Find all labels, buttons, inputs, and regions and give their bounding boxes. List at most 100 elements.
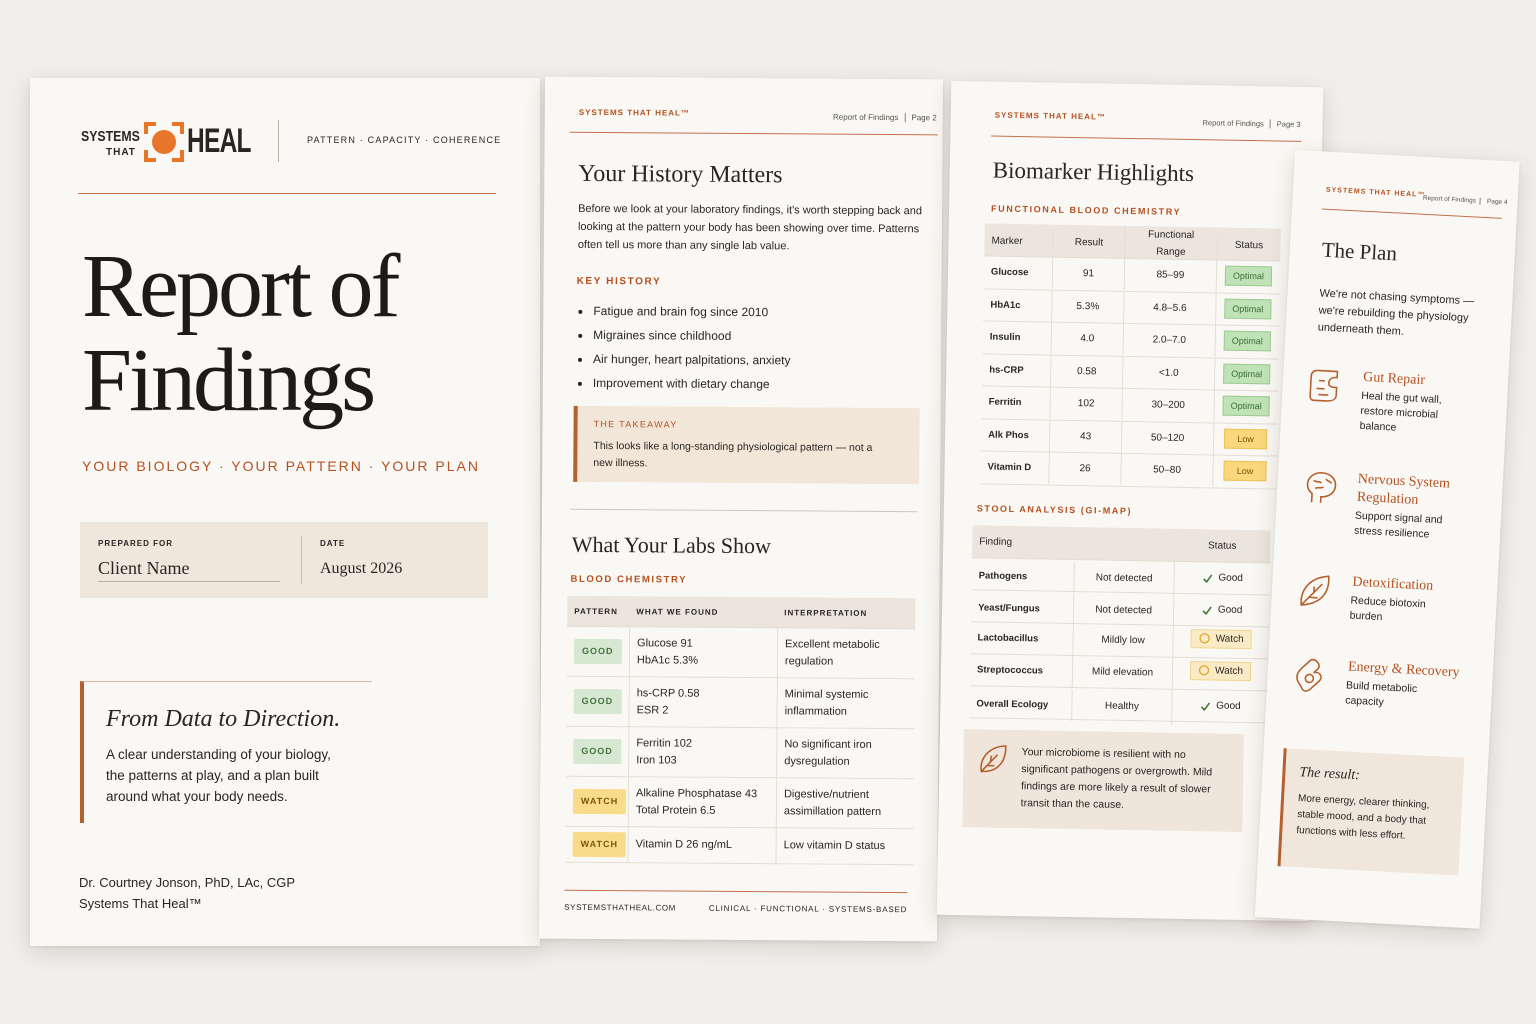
pattern-badge: GOOD (573, 638, 622, 665)
plan-text: Build metabolic capacity (1344, 679, 1418, 709)
section-title: Your History Matters (578, 160, 783, 189)
cell-text: Healthy (1104, 700, 1139, 712)
cell-text: Alk Phos (988, 429, 1029, 441)
leaf-icon (980, 745, 1007, 773)
table-row: Lactobacillus Mildly low Watch (970, 622, 1269, 660)
rule (991, 135, 1302, 142)
header-doc: Report of Findings Page 3 (1202, 118, 1301, 129)
cell: Vitamin D (980, 452, 1049, 484)
cell-text: 5.3% (1076, 300, 1100, 313)
note-text: Your microbiome is resilient with no sig… (1020, 746, 1213, 811)
cell: Optimal (1213, 390, 1278, 423)
cell: Insulin (983, 322, 1052, 354)
cell: Overall Ecology (969, 688, 1072, 721)
cell-text: <1.0 (1158, 367, 1179, 379)
interpretation: No significant iron dysregulation (784, 737, 872, 768)
header-cell: Marker (991, 235, 1023, 247)
cell: Yeast/Fungus (971, 592, 1074, 625)
status-badge: Low (1224, 428, 1268, 450)
interpretation: Low vitamin D status (783, 839, 886, 853)
cell: Alk Phos (981, 419, 1050, 451)
cell-text: HbA1c (990, 299, 1021, 311)
cell-text: 85–99 (1156, 269, 1185, 282)
cell: Low (1212, 423, 1278, 456)
cell: 4.8–5.6 (1123, 291, 1216, 325)
status-text: Good (1217, 604, 1243, 616)
table-row: HbA1c 5.3% 4.8–5.6 Optimal (983, 288, 1280, 327)
header-brand: SYSTEMS THAT HEAL™ (994, 110, 1106, 122)
section-title: Biomarker Highlights (992, 157, 1195, 187)
result-title: The result: (1299, 765, 1361, 784)
check-icon (1200, 701, 1210, 711)
finding: ESR 2 (636, 703, 669, 716)
status-badge: Optimal (1223, 330, 1271, 352)
note-box: Your microbiome is resilient with no sig… (962, 729, 1244, 833)
section-label: KEY HISTORY (576, 275, 662, 288)
rule (1321, 208, 1502, 219)
plan-page: SYSTEMS THAT HEAL™ Report of Findings Pag… (1254, 150, 1520, 929)
finding: hs-CRP 0.58 (636, 686, 700, 700)
cell-text: Lactobacillus (977, 632, 1039, 645)
biomarker-table: Marker Result Functional Range Status Glucos… (980, 223, 1281, 490)
cell: Watch (1172, 625, 1269, 659)
cell: WATCH (566, 831, 628, 858)
cell-text: 43 (1079, 430, 1092, 443)
cell: hs-CRP 0.58 ESR 2 (628, 677, 777, 728)
status-badge: Optimal (1223, 363, 1271, 385)
table-row: WATCH Alkaline Phosphatase 43 Total Protei… (565, 776, 915, 830)
result-text: More energy, clearer thinking, stable mo… (1296, 793, 1430, 842)
header-cell: WHAT WE FOUND (636, 606, 719, 617)
header-doc: Report of Findings Page 4 (1423, 195, 1508, 207)
plan-list: Gut Repair Heal the gut wall, restore mic… (1295, 150, 1520, 708)
cell: Optimal (1215, 260, 1281, 293)
cell: Excellent metabolic regulation (776, 628, 916, 679)
label: PREPARED FOR (98, 539, 173, 548)
cell: 30–200 (1121, 389, 1214, 422)
status-pill: Good (1199, 690, 1241, 722)
status-badge: Optimal (1224, 265, 1273, 287)
status-badge: Optimal (1224, 298, 1272, 320)
rule (569, 508, 917, 513)
plan-icon (1296, 658, 1322, 692)
header-cell: Status (1207, 539, 1237, 552)
header-cell: PATTERN (574, 606, 618, 616)
footer-tags: CLINICAL · FUNCTIONAL · SYSTEMS-BASED (708, 903, 908, 915)
result-box: The result: More energy, clearer thinkin… (1277, 748, 1465, 876)
info-box: PREPARED FOR Client Name DATE August 202… (80, 522, 488, 598)
pattern-badge: GOOD (573, 738, 621, 765)
plan-icon (1309, 369, 1339, 402)
status-text: Watch (1215, 633, 1244, 645)
stool-table: Finding Status Pathogens Not detected Good Ye… (969, 525, 1271, 726)
cell-text: 50–120 (1150, 432, 1185, 444)
plan-icon (1300, 575, 1330, 606)
cell-text: Mild elevation (1091, 666, 1154, 679)
quote-text: A clear understanding of your biology, t… (106, 747, 331, 804)
cell: 85–99 (1123, 259, 1217, 292)
cell: Minimal systemic inflammation (776, 678, 915, 729)
status-pill: Watch (1190, 628, 1252, 649)
cell-text: Mildly low (1101, 634, 1145, 647)
logo-main: HEAL (187, 122, 251, 160)
cell: 102 (1049, 387, 1122, 421)
plan-title: Nervous System Regulation (1356, 471, 1451, 508)
label: THE TAKEAWAY (593, 418, 678, 430)
table-row: Insulin 4.0 2.0–7.0 Optimal (982, 321, 1280, 360)
section-title: The Plan (1321, 237, 1398, 266)
cell-text: Insulin (989, 331, 1021, 344)
cell-text: Yeast/Fungus (978, 602, 1040, 615)
cell: 0.58 (1049, 355, 1123, 388)
plan-text: Support signal and stress resilience (1353, 509, 1443, 541)
table-header: Finding Status (971, 525, 1271, 564)
finding: Iron 103 (636, 753, 677, 767)
finding: Total Protein 6.5 (635, 803, 716, 817)
divider (278, 120, 279, 162)
cell-text: hs-CRP (989, 364, 1024, 376)
cell: Vitamin D 26 ng/mL (627, 827, 776, 864)
cell-text: 30–200 (1151, 399, 1185, 412)
history-item: Improvement with dietary change (576, 376, 791, 401)
author: Dr. Courtney Jonson, PhD, LAc, CGP (79, 875, 296, 890)
quote-title: From Data to Direction. (106, 706, 341, 732)
table-row: GOOD Ferritin 102 Iron 103 No significant i… (566, 726, 915, 780)
header-cell: Result (1052, 233, 1125, 252)
status-pill: Watch (1189, 660, 1252, 681)
